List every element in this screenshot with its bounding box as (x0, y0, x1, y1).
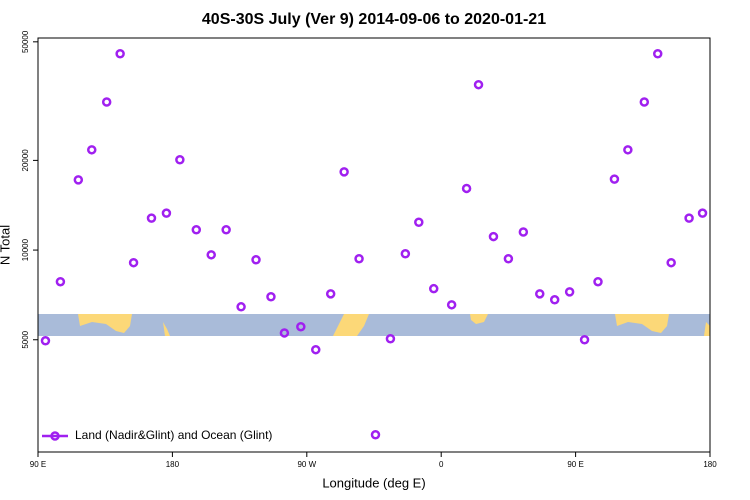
point (639, 97, 650, 107)
point (564, 287, 575, 297)
point (652, 48, 663, 59)
x-tick-label: 180 (166, 460, 180, 469)
point (146, 213, 157, 223)
x-tick-label: 90 E (567, 460, 583, 469)
point (55, 276, 66, 287)
point (354, 254, 364, 264)
point (414, 217, 424, 227)
point (221, 225, 231, 235)
land (470, 314, 488, 324)
point (73, 175, 84, 185)
land (704, 322, 710, 336)
point (535, 289, 545, 299)
point (609, 174, 620, 184)
point (191, 225, 202, 235)
land (615, 314, 669, 333)
point (296, 321, 306, 332)
point (279, 328, 290, 338)
plot-frame (37, 37, 711, 453)
point (87, 145, 97, 155)
point (428, 283, 439, 294)
y-tick-label: 5000 (21, 330, 30, 348)
point (115, 48, 125, 59)
y-axis-label: N Total (0, 225, 12, 265)
point (697, 208, 708, 218)
point (325, 289, 336, 299)
point (206, 250, 216, 260)
point (40, 336, 51, 346)
point (593, 276, 603, 287)
point (128, 257, 139, 268)
point (400, 248, 411, 259)
point (684, 213, 694, 223)
x-tick-label: 90 W (297, 460, 316, 469)
point (446, 300, 457, 310)
point (666, 257, 676, 268)
point (175, 154, 185, 165)
land (78, 314, 132, 333)
point (518, 227, 529, 237)
point (101, 97, 112, 107)
y-tick-label: 10000 (21, 238, 30, 261)
chart-title: 40S-30S July (Ver 9) 2014-09-06 to 2020-… (202, 11, 546, 28)
point (503, 254, 514, 264)
ocean-band (38, 314, 710, 336)
point (385, 333, 396, 344)
point (461, 183, 472, 194)
point (579, 335, 590, 345)
land (333, 314, 369, 336)
point (161, 208, 172, 218)
legend-label: Land (Nadir&Glint) and Ocean (Glint) (75, 428, 272, 442)
y-tick-label: 20000 (21, 149, 30, 172)
point (266, 292, 276, 302)
point (251, 254, 261, 265)
map-strip (38, 314, 710, 336)
y-tick-label: 50000 (21, 30, 30, 53)
point (473, 79, 484, 90)
legend-marker (50, 431, 60, 441)
x-tick-label: 0 (439, 460, 444, 469)
point (623, 145, 633, 155)
point (549, 295, 560, 305)
point (339, 167, 349, 177)
x-tick-label: 180 (703, 460, 717, 469)
point (236, 302, 246, 312)
point (370, 429, 381, 440)
x-tick-label: 90 E (30, 460, 46, 469)
point (488, 231, 499, 242)
point (311, 344, 321, 355)
land (163, 322, 170, 336)
x-axis-label: Longitude (deg E) (322, 475, 425, 490)
